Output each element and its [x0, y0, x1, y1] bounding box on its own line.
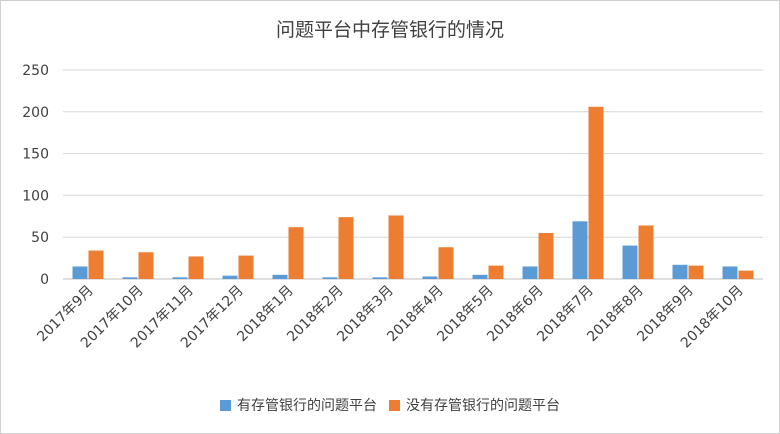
y-tick-label: 200	[22, 105, 49, 121]
x-axis: 2017年9月2017年10月2017年11月2017年12月2018年1月20…	[34, 283, 747, 352]
legend-item-series-2: 没有存管银行的问题平台	[389, 395, 560, 415]
bar-series-1-7	[422, 276, 438, 279]
bar-series-2-5	[338, 217, 354, 279]
bar-series-1-1	[122, 277, 138, 279]
bar-series-1-8	[472, 274, 488, 279]
y-axis: 0 50 100 150 200 250	[22, 63, 49, 288]
bar-series-2-13	[738, 270, 754, 279]
bar-series-2-2	[188, 256, 204, 279]
legend-swatch-series-1	[220, 399, 231, 411]
gridlines	[63, 69, 763, 280]
bars	[72, 106, 754, 279]
bar-series-1-4	[272, 274, 288, 279]
bar-series-2-10	[588, 106, 604, 279]
bar-series-2-3	[238, 255, 254, 279]
bar-series-2-8	[488, 265, 504, 279]
bar-series-2-6	[388, 215, 404, 279]
bar-series-2-4	[288, 227, 304, 279]
bar-series-1-11	[622, 245, 638, 279]
bar-series-2-0	[88, 250, 104, 279]
y-tick-label: 0	[40, 272, 49, 288]
legend-swatch-series-2	[389, 399, 400, 411]
legend: 有存管银行的问题平台 没有存管银行的问题平台	[1, 395, 779, 415]
bar-series-1-9	[522, 266, 538, 279]
y-tick-label: 100	[22, 188, 49, 204]
bar-series-2-9	[538, 233, 554, 279]
bar-series-2-11	[638, 225, 654, 279]
bar-series-1-6	[372, 277, 388, 279]
legend-label-series-1: 有存管银行的问题平台	[237, 398, 377, 414]
y-tick-label: 50	[31, 230, 49, 246]
bar-series-1-0	[72, 266, 88, 279]
legend-item-series-1: 有存管银行的问题平台	[220, 395, 377, 415]
chart-title: 问题平台中存管银行的情况	[275, 19, 504, 41]
y-tick-label: 150	[22, 147, 49, 163]
bar-series-1-5	[322, 277, 338, 279]
bar-series-1-3	[222, 275, 238, 279]
bar-series-2-1	[138, 252, 154, 279]
y-tick-label: 250	[22, 63, 49, 79]
legend-label-series-2: 没有存管银行的问题平台	[406, 398, 560, 414]
bar-series-2-7	[438, 247, 454, 279]
bar-series-1-12	[672, 264, 688, 279]
bar-series-1-13	[722, 266, 738, 279]
bar-series-1-2	[172, 277, 188, 279]
bar-series-2-12	[688, 265, 704, 279]
bar-series-1-10	[572, 221, 588, 279]
